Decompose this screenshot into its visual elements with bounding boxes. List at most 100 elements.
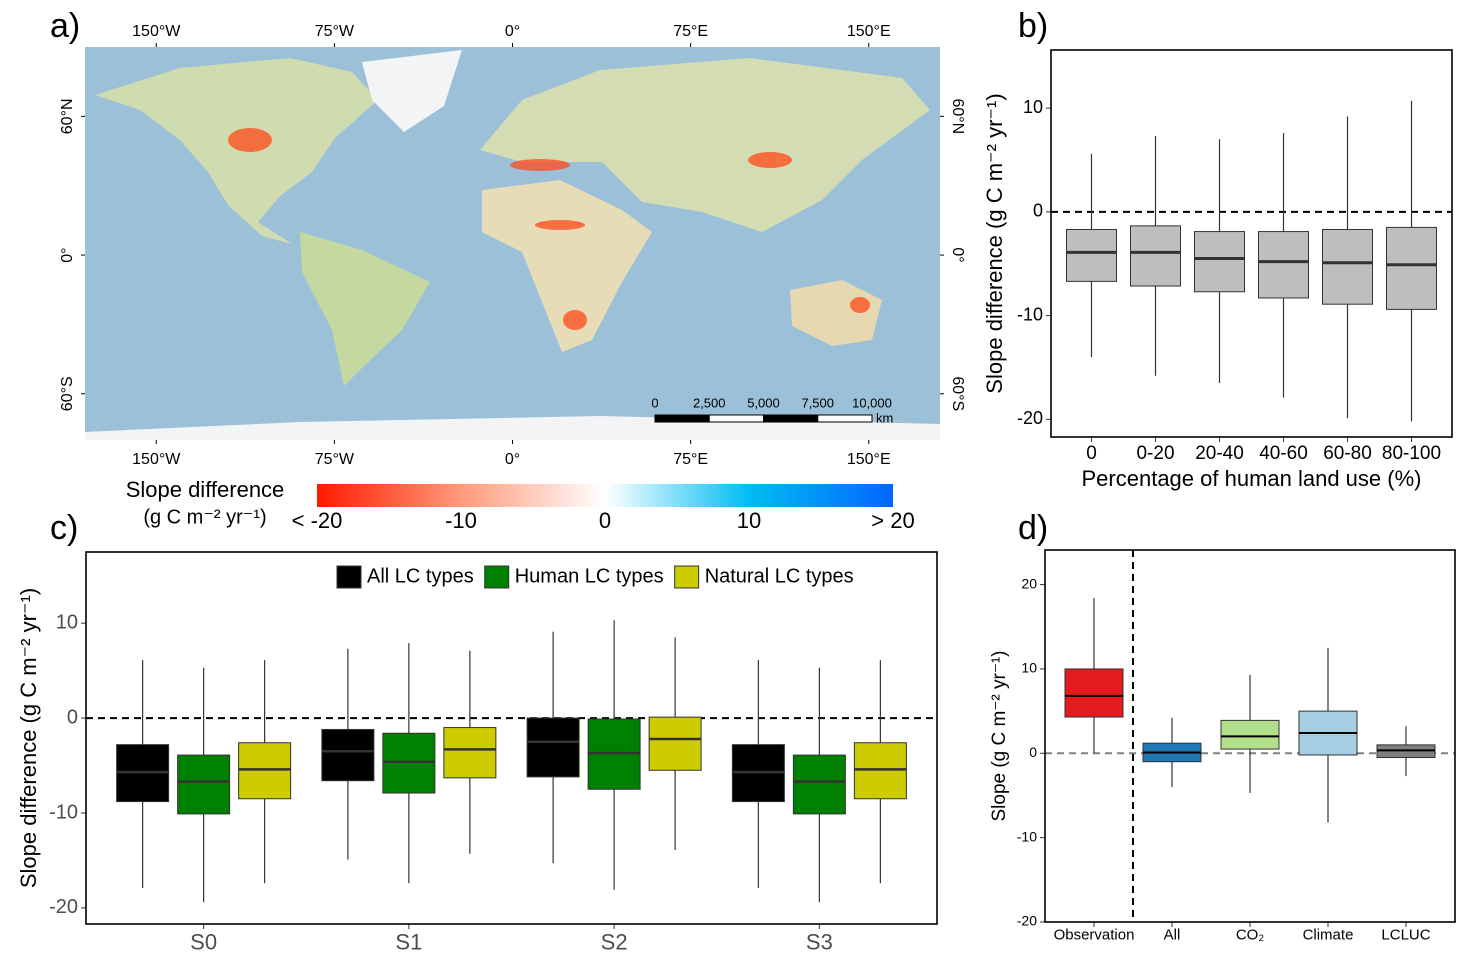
africa <box>482 180 652 352</box>
y-tick-label: 0° <box>949 247 966 262</box>
legend-key <box>336 565 362 589</box>
box <box>1258 231 1309 299</box>
y-tick-label: 10 <box>56 611 78 633</box>
x-tick-label: Observation <box>1054 926 1135 943</box>
box <box>1322 228 1373 305</box>
box <box>1220 719 1280 750</box>
box <box>382 732 436 794</box>
box <box>321 728 375 782</box>
x-tick-label: S3 <box>806 930 833 955</box>
x-tick-label: 0° <box>505 23 520 40</box>
panel-label: b) <box>1018 7 1048 45</box>
colorbar-unit: (g C m⁻² yr⁻¹) <box>143 506 266 528</box>
y-tick-label: 60°N <box>59 98 76 134</box>
box <box>526 717 580 778</box>
x-tick-label: 0-20 <box>1136 443 1174 464</box>
y-tick-label: 20 <box>1021 575 1037 591</box>
legend-label: Human LC types <box>515 565 664 587</box>
x-tick-label: 150°E <box>847 23 891 40</box>
legend-key <box>674 565 700 589</box>
x-tick-label: 0 <box>1086 443 1097 464</box>
x-tick-label: 75°W <box>315 23 355 40</box>
y-tick-label: 0 <box>1033 201 1043 221</box>
hotspot <box>748 152 792 168</box>
x-tick-label: 60-80 <box>1323 443 1372 464</box>
colorbar-tick-label: -10 <box>445 508 477 533</box>
legend-label: Natural LC types <box>705 565 854 587</box>
y-tick-label: 0 <box>1029 744 1037 760</box>
hotspot <box>535 220 585 230</box>
scale-label: 0 <box>651 395 658 410</box>
x-tick-label: 150°W <box>132 23 181 40</box>
scale-label: 5,000 <box>747 395 780 410</box>
x-tick-label: S1 <box>395 930 422 955</box>
australia <box>790 280 882 346</box>
x-axis-label: Percentage of human land use (%) <box>1082 466 1422 491</box>
panel-label: a) <box>50 7 80 45</box>
scale-label: 10,000 <box>852 395 892 410</box>
x-tick-label: 75°E <box>673 451 708 468</box>
box <box>1066 228 1117 282</box>
y-tick-label: -10 <box>1017 828 1037 844</box>
y-axis-label: Slope difference (g C m⁻² yr⁻¹) <box>982 93 1007 393</box>
y-tick-label: 10 <box>1023 97 1043 117</box>
hotspot <box>510 159 570 171</box>
x-tick-label: Climate <box>1303 926 1354 943</box>
box <box>1130 225 1181 287</box>
colorbar-tick-label: > 20 <box>871 508 914 533</box>
box <box>238 742 292 800</box>
box <box>853 742 907 800</box>
y-tick-label: 10 <box>1021 660 1037 676</box>
x-tick-label: CO₂ <box>1236 926 1265 943</box>
x-tick-label: All <box>1164 926 1181 943</box>
y-tick-label: 0° <box>59 247 76 262</box>
scale-unit: km <box>876 410 893 425</box>
y-tick-label: 60°S <box>949 376 966 411</box>
y-axis-label: Slope difference (g C m⁻² yr⁻¹) <box>16 588 41 888</box>
scale-segment <box>654 414 710 423</box>
y-axis-label: Slope (g C m⁻² yr⁻¹) <box>989 650 1010 821</box>
y-tick-label: 0 <box>67 706 78 728</box>
box <box>443 727 497 779</box>
plot-frame <box>85 551 938 925</box>
x-tick-label: 150°W <box>132 451 181 468</box>
scale-label: 7,500 <box>801 395 834 410</box>
x-tick-label: 150°E <box>847 451 891 468</box>
legend-key <box>484 565 510 589</box>
x-tick-label: S0 <box>190 930 217 955</box>
x-tick-label: 40-60 <box>1259 443 1308 464</box>
box <box>177 754 231 815</box>
y-tick-label: 60°N <box>949 98 966 134</box>
map-body <box>85 47 940 440</box>
y-tick-label: -20 <box>1017 913 1037 929</box>
panel-label: d) <box>1018 509 1048 547</box>
scale-segment <box>708 414 764 423</box>
colorbar-label: Slope difference <box>126 477 285 502</box>
box <box>1064 668 1124 718</box>
hotspots <box>228 128 870 330</box>
box <box>648 716 702 771</box>
plot-frame <box>1044 549 1456 923</box>
north-america <box>95 58 378 244</box>
x-tick-label: LCLUC <box>1381 926 1430 943</box>
plot-frame <box>1050 49 1453 438</box>
y-tick-label: -20 <box>49 896 78 918</box>
y-tick-label: 60°S <box>59 376 76 411</box>
x-tick-label: 75°E <box>673 23 708 40</box>
hotspot <box>228 128 272 152</box>
box <box>792 754 846 815</box>
y-tick-label: -20 <box>1017 408 1043 428</box>
eurasia <box>480 58 930 232</box>
scale-segment <box>817 414 873 423</box>
legend-label: All LC types <box>367 565 474 587</box>
x-tick-label: S2 <box>601 930 628 955</box>
panel-label: c) <box>50 509 78 547</box>
greenland <box>362 50 462 132</box>
colorbar <box>317 484 893 507</box>
y-tick-label: -10 <box>1017 304 1043 324</box>
colorbar-tick-label: 0 <box>599 508 611 533</box>
y-tick-label: -10 <box>49 801 78 823</box>
x-tick-label: 75°W <box>315 451 355 468</box>
